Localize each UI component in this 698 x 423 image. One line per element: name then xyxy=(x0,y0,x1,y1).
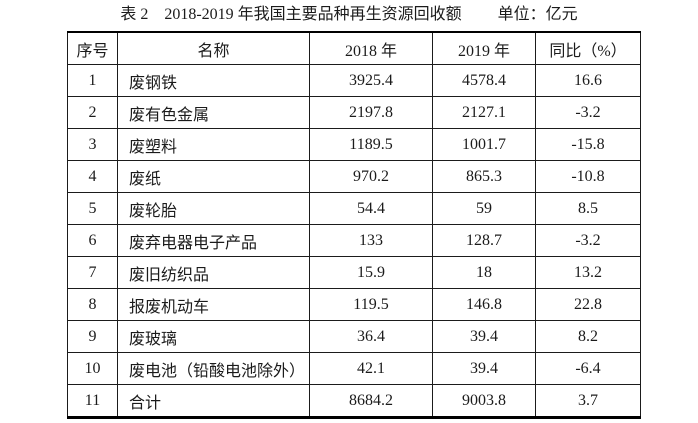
value-2019-cell: 39.4 xyxy=(432,352,536,385)
value-2018-cell: 970.2 xyxy=(309,160,433,193)
table-caption: 表 2 2018-2019 年我国主要品种再生资源回收额 单位：亿元 xyxy=(0,0,698,25)
value-2019-cell: 146.8 xyxy=(432,288,536,321)
value-2019-cell: 128.7 xyxy=(432,224,536,257)
row-index-cell: 1 xyxy=(67,64,118,97)
table-row: 5 废轮胎 54.4 59 8.5 xyxy=(67,192,641,225)
table-row: 2 废有色金属 2197.8 2127.1 -3.2 xyxy=(67,96,641,129)
yoy-percent-cell: 8.5 xyxy=(535,192,641,225)
item-name-cell: 合计 xyxy=(117,384,310,418)
table-row: 3 废塑料 1189.5 1001.7 -15.8 xyxy=(67,128,641,161)
row-index-cell: 4 xyxy=(67,160,118,193)
col-header-name: 名称 xyxy=(117,31,310,65)
col-header-2019: 2019 年 xyxy=(432,31,536,65)
yoy-percent-cell: 13.2 xyxy=(535,256,641,289)
yoy-percent-cell: -6.4 xyxy=(535,352,641,385)
value-2019-cell: 4578.4 xyxy=(432,64,536,97)
item-name-cell: 废钢铁 xyxy=(117,64,310,97)
col-header-2018: 2018 年 xyxy=(309,31,433,65)
item-name-cell: 废纸 xyxy=(117,160,310,193)
value-2018-cell: 2197.8 xyxy=(309,96,433,129)
table-row: 1 废钢铁 3925.4 4578.4 16.6 xyxy=(67,64,641,97)
header-row: 序号 名称 2018 年 2019 年 同比（%） xyxy=(67,31,641,65)
value-2019-cell: 9003.8 xyxy=(432,384,536,418)
value-2019-cell: 2127.1 xyxy=(432,96,536,129)
table-row: 7 废旧纺织品 15.9 18 13.2 xyxy=(67,256,641,289)
item-name-cell: 废弃电器电子产品 xyxy=(117,224,310,257)
data-table: 序号 名称 2018 年 2019 年 同比（%） 1 废钢铁 3925.4 4578… xyxy=(67,31,641,419)
table-row: 6 废弃电器电子产品 133 128.7 -3.2 xyxy=(67,224,641,257)
table-row: 8 报废机动车 119.5 146.8 22.8 xyxy=(67,288,641,321)
item-name-cell: 废玻璃 xyxy=(117,320,310,353)
row-index-cell: 8 xyxy=(67,288,118,321)
value-2018-cell: 1189.5 xyxy=(309,128,433,161)
row-index-cell: 5 xyxy=(67,192,118,225)
item-name-cell: 废塑料 xyxy=(117,128,310,161)
yoy-percent-cell: 8.2 xyxy=(535,320,641,353)
value-2018-cell: 133 xyxy=(309,224,433,257)
item-name-cell: 废电池（铅酸电池除外） xyxy=(117,352,310,385)
item-name-cell: 报废机动车 xyxy=(117,288,310,321)
yoy-percent-cell: -3.2 xyxy=(535,96,641,129)
item-name-cell: 废旧纺织品 xyxy=(117,256,310,289)
value-2018-cell: 8684.2 xyxy=(309,384,433,418)
item-name-cell: 废轮胎 xyxy=(117,192,310,225)
table-body: 1 废钢铁 3925.4 4578.4 16.6 2 废有色金属 2197.8 2127.1 -3… xyxy=(67,64,641,418)
yoy-percent-cell: 16.6 xyxy=(535,64,641,97)
yoy-percent-cell: -10.8 xyxy=(535,160,641,193)
value-2019-cell: 59 xyxy=(432,192,536,225)
row-index-cell: 2 xyxy=(67,96,118,129)
yoy-percent-cell: -15.8 xyxy=(535,128,641,161)
value-2019-cell: 865.3 xyxy=(432,160,536,193)
table-title: 表 2 2018-2019 年我国主要品种再生资源回收额 xyxy=(120,6,462,23)
table-row: 4 废纸 970.2 865.3 -10.8 xyxy=(67,160,641,193)
value-2019-cell: 1001.7 xyxy=(432,128,536,161)
unit-label: 单位：亿元 xyxy=(497,6,578,23)
value-2018-cell: 3925.4 xyxy=(309,64,433,97)
value-2018-cell: 42.1 xyxy=(309,352,433,385)
table-row: 11 合计 8684.2 9003.8 3.7 xyxy=(67,384,641,418)
row-index-cell: 9 xyxy=(67,320,118,353)
value-2018-cell: 119.5 xyxy=(309,288,433,321)
yoy-percent-cell: 3.7 xyxy=(535,384,641,418)
row-index-cell: 10 xyxy=(67,352,118,385)
table-row: 10 废电池（铅酸电池除外） 42.1 39.4 -6.4 xyxy=(67,352,641,385)
value-2018-cell: 15.9 xyxy=(309,256,433,289)
value-2018-cell: 54.4 xyxy=(309,192,433,225)
table-row: 9 废玻璃 36.4 39.4 8.2 xyxy=(67,320,641,353)
row-index-cell: 7 xyxy=(67,256,118,289)
row-index-cell: 3 xyxy=(67,128,118,161)
yoy-percent-cell: 22.8 xyxy=(535,288,641,321)
value-2019-cell: 39.4 xyxy=(432,320,536,353)
item-name-cell: 废有色金属 xyxy=(117,96,310,129)
yoy-percent-cell: -3.2 xyxy=(535,224,641,257)
row-index-cell: 6 xyxy=(67,224,118,257)
col-header-index: 序号 xyxy=(67,31,118,65)
value-2018-cell: 36.4 xyxy=(309,320,433,353)
col-header-yoy: 同比（%） xyxy=(535,31,641,65)
value-2019-cell: 18 xyxy=(432,256,536,289)
row-index-cell: 11 xyxy=(67,384,118,418)
